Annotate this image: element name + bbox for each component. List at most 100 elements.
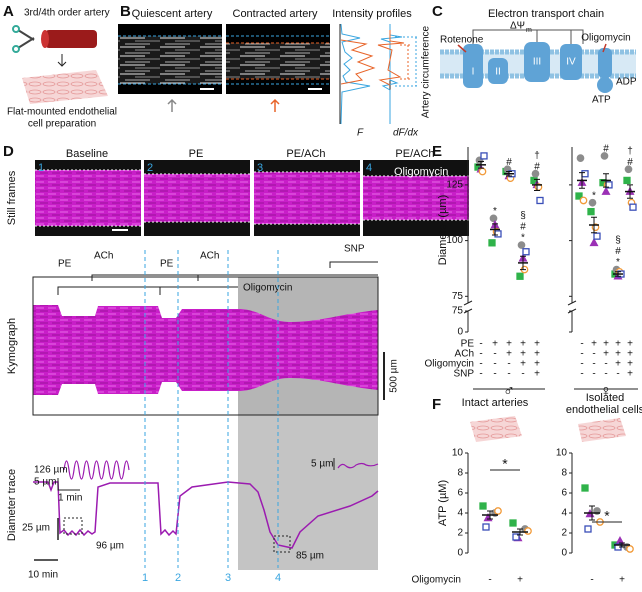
label: ADP — [616, 77, 637, 88]
overlay-label: Oligomycin — [243, 283, 292, 294]
text: cell preparation — [28, 119, 96, 130]
error-bar — [534, 178, 540, 191]
inset-trace — [63, 460, 130, 480]
arrow — [457, 44, 467, 53]
scale-label: 1 min — [58, 493, 82, 504]
significance: # — [603, 144, 609, 155]
inset-trace — [337, 462, 379, 469]
significance: § — [615, 235, 621, 246]
significance: # — [534, 161, 540, 172]
error-bar — [520, 255, 526, 271]
y-tick-label: 2 — [457, 528, 463, 539]
condition-label: Oligomycin — [425, 359, 474, 370]
x-label: Oligomycin — [412, 575, 461, 586]
error-bar — [506, 171, 512, 177]
condition-sign: + — [615, 349, 621, 360]
frame-title: PE/ACh — [286, 148, 325, 160]
frame-title: Oligomycin — [394, 166, 448, 178]
condition-sign: - — [493, 349, 496, 360]
error-bar — [517, 528, 523, 536]
condition-sign: + — [627, 369, 633, 380]
point — [517, 241, 526, 249]
condition-sign: - — [604, 359, 607, 370]
y-tick-label: 8 — [561, 468, 567, 479]
condition-sign: + — [627, 359, 633, 370]
axis-label: Diameter trace — [6, 469, 18, 541]
image — [118, 36, 222, 84]
panel-d: D Still frames Baseline PE PE/ACh PE/ACh… — [3, 143, 469, 584]
complex-label: IV — [566, 57, 576, 68]
condition-sign: + — [506, 349, 512, 360]
y-tick-label: 125 — [446, 180, 463, 191]
significance: * — [502, 456, 508, 472]
y-tick-label: 0 — [561, 548, 567, 559]
axis-label: Still frames — [6, 170, 18, 225]
condition-sign: + — [603, 349, 609, 360]
point — [489, 214, 498, 223]
label: ATP — [592, 95, 611, 106]
title: Electron transport chain — [488, 8, 604, 20]
frame-title: Baseline — [66, 148, 108, 160]
y-tick-label: 10 — [556, 448, 568, 459]
group-title: Isolated — [586, 392, 625, 404]
condition-sign: + — [615, 339, 621, 350]
zoom-box — [273, 535, 291, 553]
condition-sign: + — [506, 339, 512, 350]
significance: * — [521, 233, 525, 244]
title: Contracted artery — [233, 8, 318, 20]
error-bar — [627, 184, 633, 199]
x-sign: - — [488, 575, 491, 586]
frame-title: PE — [189, 148, 204, 160]
error-bar — [579, 172, 585, 189]
group-title: endothelial cells — [566, 404, 642, 416]
significance: † — [534, 150, 540, 161]
axis-label: Artery circumference — [421, 25, 432, 118]
scissors — [12, 25, 20, 33]
y-tick-label: 100 — [446, 235, 463, 246]
y-tick-label: 4 — [457, 508, 463, 519]
condition-sign: - — [521, 369, 524, 380]
complex-label: II — [495, 67, 501, 78]
label: Rotenone — [440, 35, 484, 46]
condition-sign: - — [507, 369, 510, 380]
treatment-region — [238, 415, 378, 570]
significance: # — [615, 246, 621, 257]
condition-sign: - — [592, 349, 595, 360]
panel-label: D — [3, 143, 14, 160]
condition-sign: + — [603, 339, 609, 350]
profile — [377, 30, 405, 86]
point — [512, 533, 520, 541]
scale-label: 5 µm — [34, 477, 56, 488]
significance: * — [592, 190, 596, 201]
point — [601, 186, 611, 195]
panel-f: F ATP (µM) Oligomycin Intact arteries 0 2 4… — [412, 392, 642, 586]
x-sign: + — [619, 575, 625, 586]
axis-label: F — [357, 128, 364, 139]
y-tick-label: 2 — [561, 528, 567, 539]
arrow — [472, 29, 584, 44]
error-bar — [619, 542, 625, 548]
point — [488, 239, 496, 247]
y-tick-label: 10 — [452, 448, 464, 459]
panel-label: C — [432, 3, 443, 20]
panel-label: F — [432, 396, 441, 413]
condition-sign: - — [580, 349, 583, 360]
condition-sign: - — [592, 359, 595, 370]
y-tick-label: 75 — [452, 306, 464, 317]
scale-label: 5 µm — [311, 459, 333, 470]
icon — [470, 416, 522, 442]
point — [482, 523, 490, 531]
condition-sign: - — [604, 369, 607, 380]
condition-sign: + — [627, 339, 633, 350]
sex-symbol: ♀ — [600, 383, 612, 400]
point — [629, 203, 637, 211]
condition-sign: + — [534, 349, 540, 360]
event-label: PE — [58, 259, 72, 270]
sex-symbol: ♂ — [503, 383, 515, 400]
panel-e: E Diameter (µm) 75100125075----*+---#++-… — [425, 143, 638, 400]
complex-label: III — [533, 57, 541, 68]
error-bar — [603, 173, 609, 188]
annotation: 126 µm — [34, 465, 68, 476]
time-marker-label: 3 — [225, 572, 231, 584]
